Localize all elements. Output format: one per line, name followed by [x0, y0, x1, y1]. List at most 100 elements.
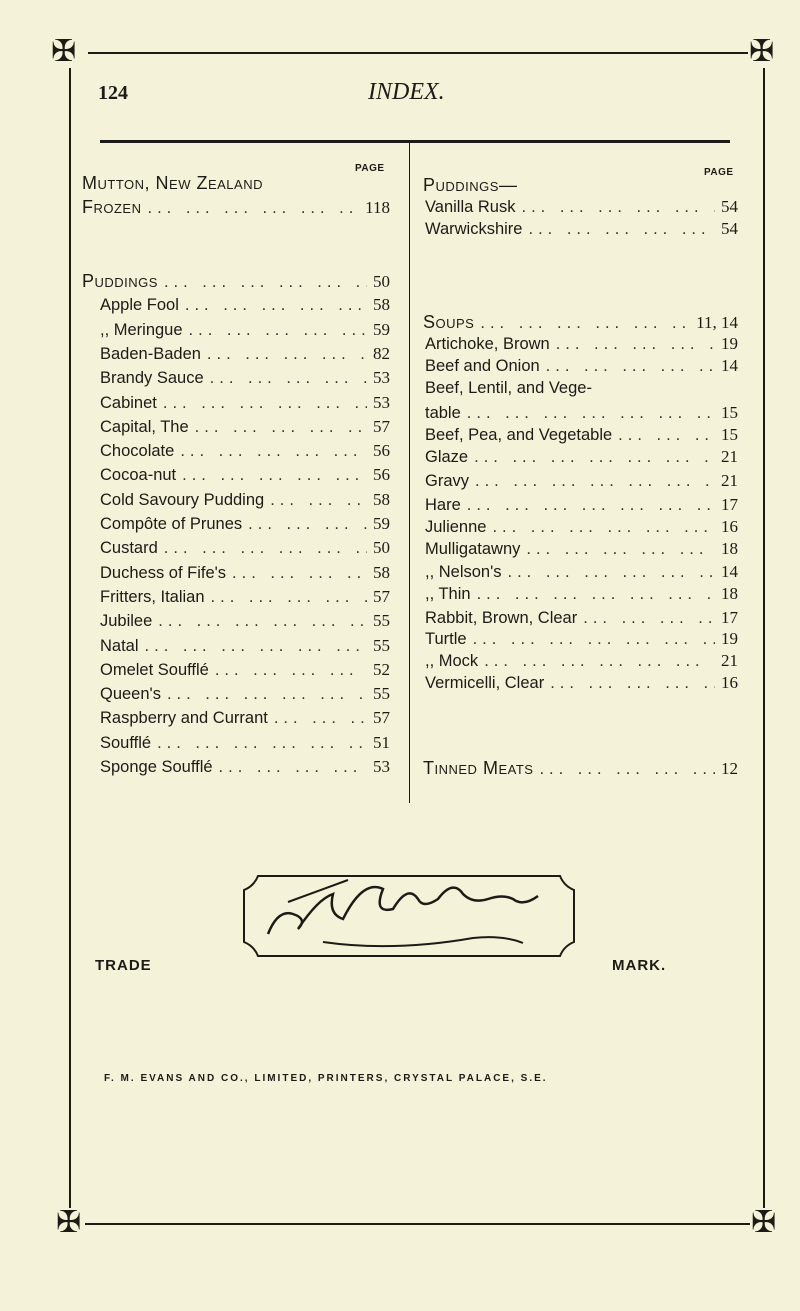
entry-name: Queen's	[100, 685, 161, 704]
dot-leader	[185, 295, 367, 315]
entry-name: Mutton, New Zealand	[82, 173, 263, 193]
index-entry: ,, Meringue 59	[100, 320, 390, 340]
entry-page: 54	[721, 219, 738, 238]
dot-leader	[618, 425, 715, 445]
index-entry: Custard 50	[100, 538, 390, 558]
dot-leader	[274, 708, 367, 728]
index-entry: Chocolate 56	[100, 441, 390, 461]
index-entry: Warwickshire 54	[425, 219, 738, 239]
index-entry: Raspberry and Currant 57	[100, 708, 390, 728]
index-entry: Vanilla Rusk 54	[425, 197, 738, 217]
entry-page: 21	[721, 471, 738, 490]
maltese-cross-icon: ✠	[751, 1205, 777, 1240]
index-entry: Queen's 55	[100, 684, 390, 704]
entry-name: Turtle	[425, 630, 467, 648]
dot-leader	[583, 608, 715, 628]
entry-name: Natal	[100, 636, 139, 655]
entry-name: Chocolate	[100, 442, 175, 461]
index-entry: Rabbit, Brown, Clear 17	[425, 608, 738, 628]
index-entry: Beef, Lentil, and Vege-	[425, 378, 738, 398]
entry-name: Raspberry and Currant	[100, 709, 268, 728]
entry-name: Warwickshire	[425, 220, 523, 238]
entry-name: Frozen	[82, 197, 142, 217]
table-top-rule	[100, 140, 730, 143]
dot-leader	[195, 417, 367, 437]
index-entry: Puddings 50	[82, 271, 390, 292]
entry-name: Compôte of Prunes	[100, 515, 243, 533]
index-entry: Artichoke, Brown 19	[425, 334, 738, 354]
entry-page: 57	[373, 586, 390, 606]
top-rule	[88, 52, 748, 54]
entry-name: Glaze	[425, 448, 469, 466]
index-entry: Puddings—	[423, 175, 738, 195]
entry-page: 15	[721, 425, 738, 444]
entry-name: ,, Thin	[425, 585, 471, 603]
entry-name: Gravy	[425, 472, 470, 490]
entry-name: Puddings—	[423, 175, 518, 195]
page-column-label: PAGE	[704, 167, 734, 178]
entry-page: 19	[721, 629, 738, 648]
entry-name: Rabbit, Brown, Clear	[425, 609, 578, 627]
entry-page: 12	[721, 759, 738, 778]
index-entry: Cocoa-nut 56	[100, 465, 390, 485]
entry-name: Custard	[100, 539, 158, 558]
entry-name: Duchess of Fife's	[100, 563, 227, 582]
dot-leader	[467, 495, 715, 515]
index-entry: Frozen 118	[82, 197, 390, 218]
entry-page: 19	[721, 334, 738, 353]
index-entry: Beef and Onion 14	[425, 356, 738, 376]
entry-page: 16	[721, 517, 738, 536]
dot-leader	[484, 651, 715, 671]
dot-leader	[167, 684, 367, 704]
dot-leader	[475, 471, 715, 491]
entry-page: 55	[373, 635, 390, 655]
entry-name: Cocoa-nut	[100, 466, 177, 485]
dot-leader	[211, 587, 367, 607]
entry-page: 53	[373, 368, 390, 388]
dot-leader	[189, 320, 367, 340]
entry-name: Sponge Soufflé	[100, 758, 213, 776]
dot-leader	[467, 403, 715, 423]
entry-name: ,, Nelson's	[425, 563, 502, 581]
dot-leader	[219, 757, 367, 777]
entry-name: Julienne	[425, 518, 487, 536]
dot-leader	[210, 368, 367, 388]
dot-leader	[215, 660, 367, 680]
maltese-cross-icon: ✠	[51, 34, 77, 69]
index-entry: Glaze 21	[425, 447, 738, 467]
mark-label: MARK.	[612, 957, 667, 974]
entry-page: 52	[373, 659, 390, 679]
index-entry: Julienne 16	[425, 517, 738, 537]
entry-page: 21	[721, 447, 738, 466]
dot-leader	[477, 584, 715, 604]
entry-name: table	[425, 404, 461, 422]
page-title: INDEX.	[368, 79, 445, 105]
entry-name: Fritters, Italian	[100, 587, 205, 606]
dot-leader	[158, 611, 367, 631]
index-entry: Omelet Soufflé 52	[100, 660, 390, 680]
dot-leader	[270, 490, 367, 510]
entry-page: 11, 14	[696, 313, 738, 332]
entry-name: Omelet Soufflé	[100, 660, 209, 679]
right-rule	[763, 68, 765, 1208]
index-entry: Hare 17	[425, 495, 738, 515]
dot-leader	[207, 344, 367, 364]
dot-leader	[163, 393, 367, 413]
entry-name: Baden-Baden	[100, 344, 201, 363]
entry-page: 15	[721, 403, 738, 422]
trade-label: TRADE	[95, 957, 152, 974]
dot-leader	[480, 313, 690, 333]
entry-page: 59	[373, 319, 390, 339]
entry-page: 53	[373, 757, 390, 776]
entry-name: ,, Mock	[425, 652, 479, 670]
entry-page: 50	[373, 538, 390, 558]
dot-leader	[521, 197, 715, 217]
entry-name: Cold Savoury Pudding	[100, 490, 265, 509]
printer-credit: F. M. EVANS AND CO., LIMITED, PRINTERS, …	[104, 1073, 548, 1084]
index-entry: Cold Savoury Pudding 58	[100, 490, 390, 510]
entry-name: Tinned Meats	[423, 758, 534, 778]
index-entry: Soups 11, 14	[423, 312, 738, 333]
entry-page: 14	[721, 562, 738, 581]
entry-page: 14	[721, 356, 738, 375]
entry-name: Cabinet	[100, 393, 157, 412]
